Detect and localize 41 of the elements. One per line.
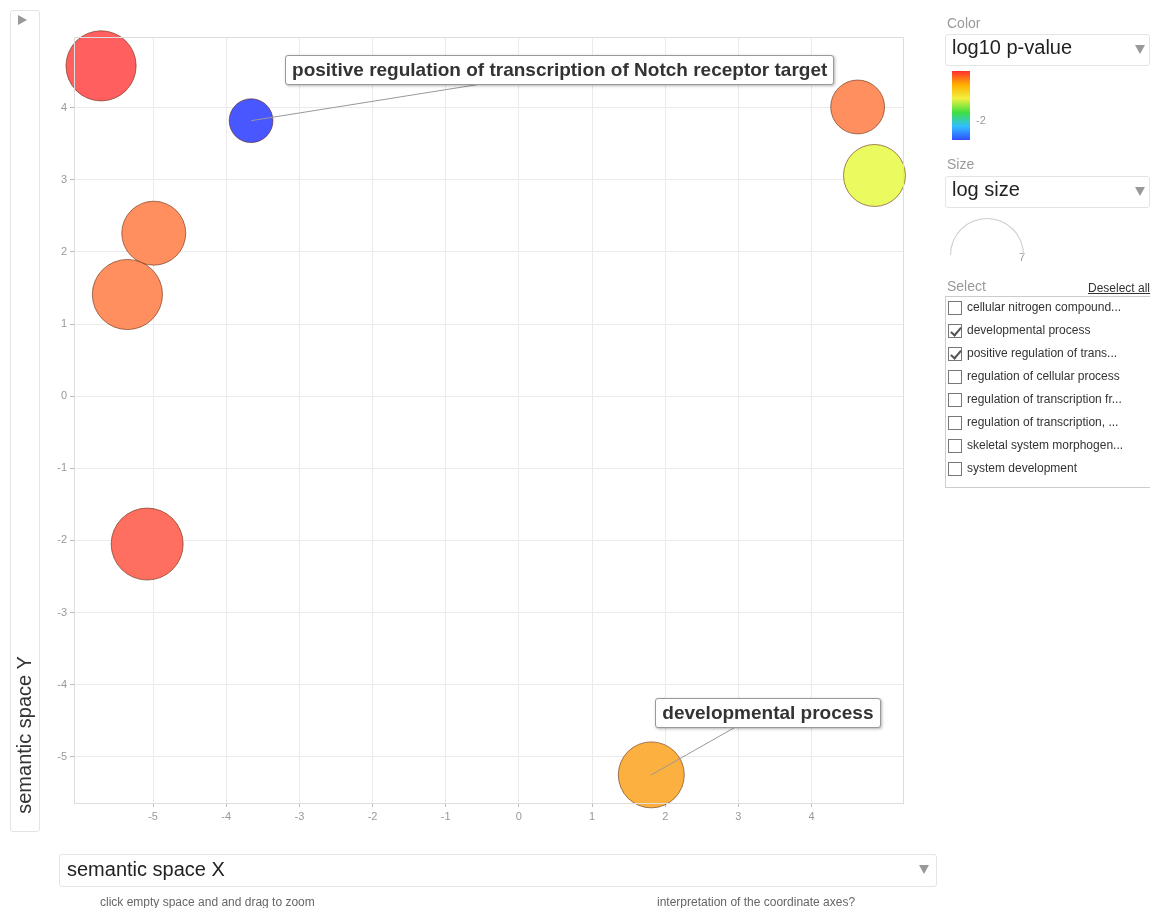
text: skeletal system morphogen... [967,438,1124,452]
text: system development [967,461,1078,475]
y-tick-label: -4 [57,677,67,690]
text: click empty space and and drag to zoom [100,895,315,908]
x-tick-label: 0 [515,809,522,822]
text: cellular nitrogen compound... [967,300,1122,314]
text: positive regulation of trans... [967,346,1118,360]
y-tick-label: -2 [57,533,67,546]
y-tick-label: -1 [57,461,67,474]
text: Size [947,156,975,172]
text: -2 [976,114,986,126]
x-tick-label: -2 [367,809,378,822]
x-tick-label: 1 [588,809,596,822]
text: log size [952,178,1020,201]
text: regulation of transcription fr... [967,392,1122,406]
y-tick-label: 2 [60,244,67,257]
text: Select [947,278,986,294]
x-axis-title: semantic space X [67,858,225,881]
text: interpretation of the coordinate axes? [657,895,856,908]
text: Color [947,15,981,31]
x-tick-label: -4 [221,809,232,822]
x-tick-label: -3 [294,809,305,822]
y-axis-title: semantic space Y [12,656,36,814]
y-tick-label: 3 [60,172,67,185]
x-tick-label: 4 [808,809,815,822]
text: regulation of transcription, ... [967,415,1119,429]
y-tick-label: -3 [57,605,67,618]
x-tick-label: -5 [148,809,158,822]
text: log10 p-value [952,36,1073,59]
x-tick-label: -1 [440,809,451,822]
y-tick-label: 4 [60,100,67,113]
text: developmental process [967,323,1091,337]
y-tick-label: 1 [60,317,67,330]
text: regulation of cellular process [967,369,1120,383]
y-tick-label: -5 [57,749,67,762]
x-tick-label: 3 [735,809,742,822]
x-tick-label: 2 [662,809,669,822]
annotation: developmental process [655,697,881,728]
text: Deselect all [1087,281,1150,295]
y-tick-label: 0 [60,389,67,402]
annotation: positive regulation of transcription of Notch receptor target [285,54,835,85]
